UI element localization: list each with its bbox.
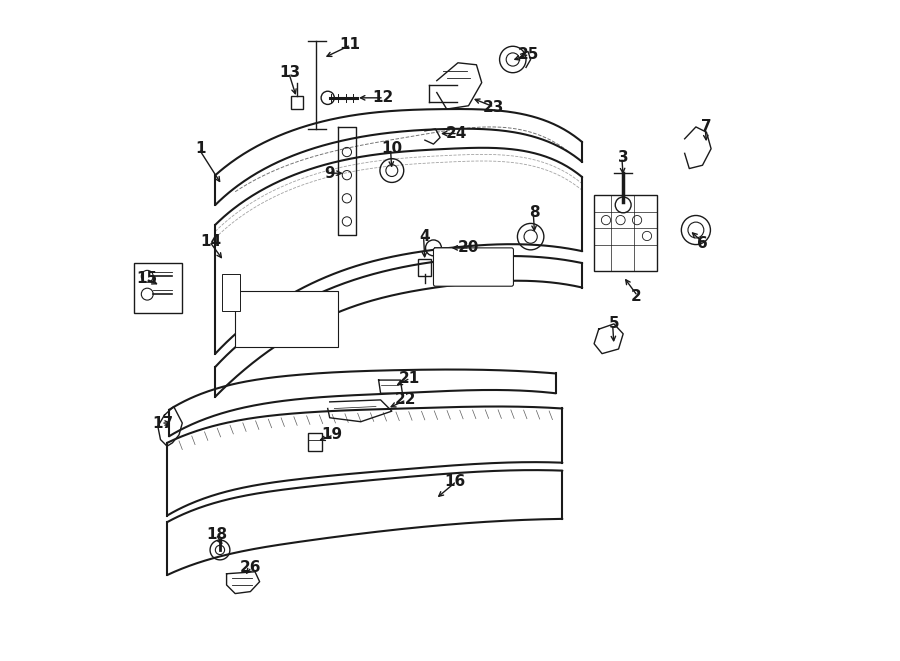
Text: 12: 12 — [372, 91, 393, 105]
Text: 1: 1 — [195, 141, 205, 156]
FancyBboxPatch shape — [434, 248, 514, 286]
Text: 10: 10 — [382, 141, 402, 156]
Text: 18: 18 — [207, 527, 228, 541]
Text: 7: 7 — [701, 120, 712, 134]
Text: 17: 17 — [152, 416, 173, 430]
Text: 23: 23 — [482, 100, 504, 114]
Text: 26: 26 — [239, 560, 261, 574]
Text: 21: 21 — [399, 371, 419, 385]
Text: 9: 9 — [324, 166, 335, 180]
Bar — [594, 195, 657, 271]
Text: 4: 4 — [419, 229, 430, 244]
Text: 24: 24 — [446, 126, 467, 141]
Bar — [418, 259, 431, 276]
Text: 22: 22 — [394, 393, 416, 407]
Bar — [308, 433, 322, 451]
Text: 14: 14 — [200, 234, 221, 249]
Text: 8: 8 — [529, 206, 540, 220]
Bar — [222, 274, 240, 311]
Text: 3: 3 — [618, 150, 628, 165]
Bar — [134, 263, 182, 313]
Text: 16: 16 — [445, 474, 466, 488]
Bar — [292, 96, 303, 109]
Text: 2: 2 — [631, 289, 642, 303]
Text: 5: 5 — [608, 317, 619, 331]
Text: 13: 13 — [280, 65, 301, 80]
Text: 15: 15 — [137, 272, 157, 286]
Text: 6: 6 — [698, 236, 708, 251]
Text: 25: 25 — [518, 47, 539, 61]
Bar — [235, 291, 338, 347]
Text: 19: 19 — [322, 428, 343, 442]
Text: 20: 20 — [458, 241, 479, 255]
Text: 11: 11 — [339, 38, 360, 52]
